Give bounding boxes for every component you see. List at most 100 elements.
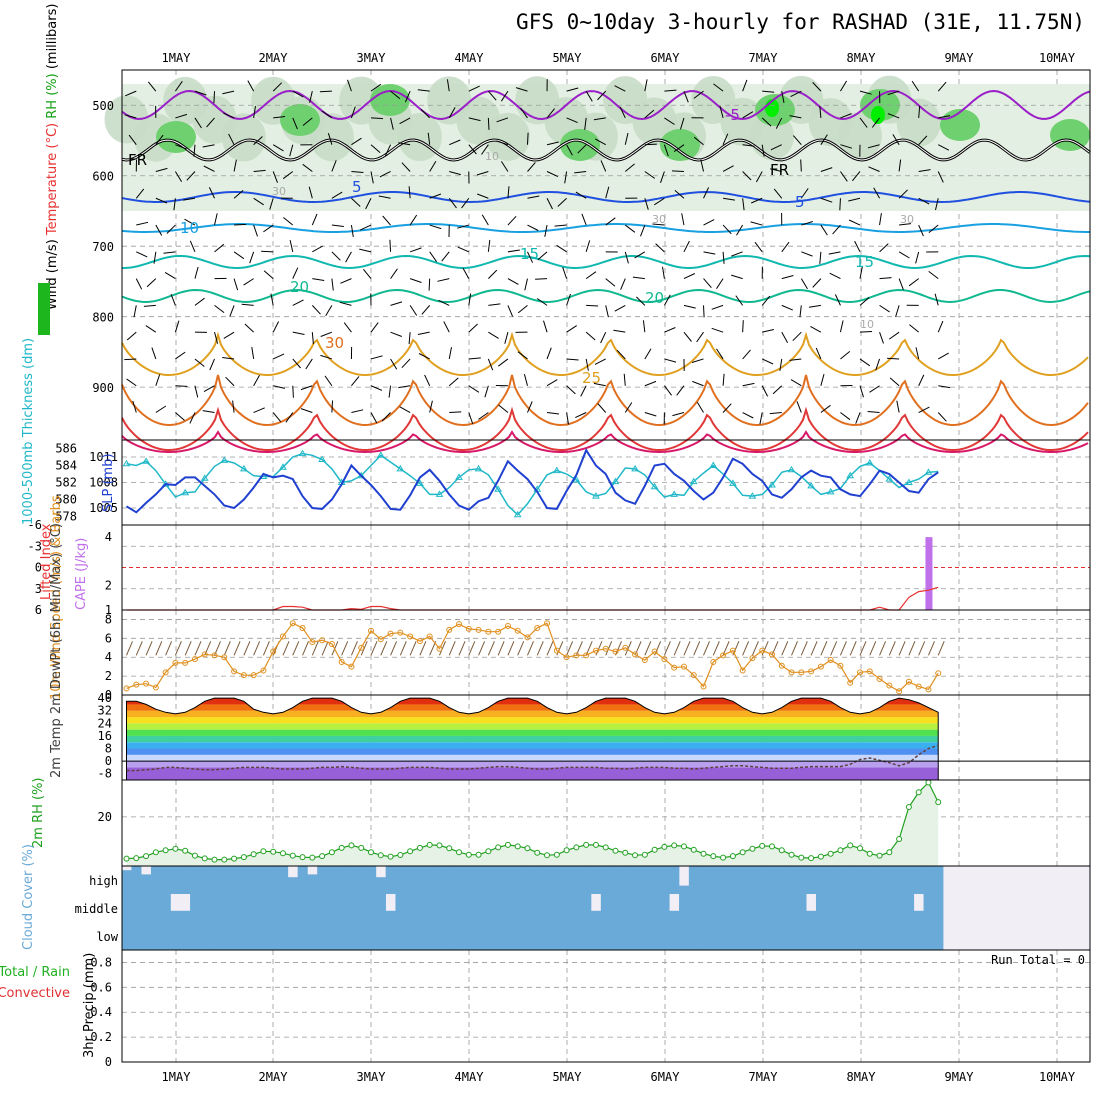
- wind-barb: [135, 188, 145, 199]
- wind-barb: [594, 138, 606, 146]
- wind-barb: [761, 144, 765, 157]
- thickness-tick-label: 584: [55, 459, 77, 473]
- wind-barb: [593, 117, 606, 121]
- rh2m-marker: [563, 847, 570, 854]
- slp-tick-label: 1005: [89, 501, 118, 515]
- cloud-cell: [845, 894, 856, 922]
- wind-barb: [800, 159, 802, 172]
- cloud-cell: [659, 866, 670, 894]
- wind-barb: [731, 274, 743, 280]
- rh2m-marker: [348, 842, 355, 849]
- wind-barbs: [124, 79, 951, 425]
- temp-band: [126, 704, 939, 711]
- cloud-cell: [571, 894, 582, 922]
- rh-high-patch: [940, 109, 980, 141]
- wind-barb: [801, 221, 813, 226]
- wind-barb: [449, 411, 462, 414]
- wind10m-marker: [905, 678, 912, 685]
- cloud-cell: [366, 894, 377, 922]
- wind-barb: [716, 278, 724, 289]
- wind-barb: [808, 304, 821, 308]
- wind-barb: [544, 224, 548, 237]
- wind10m-barb: [439, 641, 446, 656]
- rh2m-marker: [915, 789, 922, 796]
- cloud-cell: [894, 894, 905, 922]
- wind-barb: [390, 331, 402, 337]
- wind10m-barb: [634, 641, 642, 656]
- rh2m-marker: [514, 843, 521, 850]
- cloud-cell: [825, 922, 836, 950]
- wind-barb: [613, 329, 626, 333]
- cloud-cell: [493, 922, 504, 950]
- wind-barb: [875, 358, 881, 371]
- rh2m-marker: [387, 853, 394, 860]
- wind-barb: [586, 304, 599, 307]
- wind-barb: [382, 215, 391, 226]
- wind-barb: [311, 213, 318, 226]
- date-label-top: 2MAY: [259, 51, 289, 65]
- rh2m-marker: [358, 844, 365, 851]
- wind-barb: [370, 355, 383, 360]
- wind-barb: [898, 251, 910, 259]
- wind-barb: [517, 351, 528, 360]
- rh2m-marker: [602, 844, 609, 851]
- wind10m-barb: [360, 641, 368, 656]
- thickness-ylabel: 1000-500mb Thickness (dm): [21, 338, 36, 525]
- contour-20: [121, 288, 1091, 304]
- contour-label: 30: [652, 213, 666, 226]
- cloud-cell: [473, 922, 484, 950]
- wind10m-marker: [788, 669, 795, 676]
- wind-barb: [206, 117, 215, 128]
- cloud-cell: [258, 922, 269, 950]
- wind-barb: [546, 171, 559, 178]
- wind-barb: [488, 331, 499, 339]
- upper-ylabel: Wind (m/s) Temperature (°C) RH (%) (mill…: [45, 4, 60, 310]
- cloud-cell: [268, 922, 279, 950]
- wind10m-marker: [182, 659, 189, 666]
- cloud-cell: [727, 894, 739, 922]
- rh2m-marker: [416, 844, 423, 851]
- wind10m-barb: [742, 641, 750, 656]
- wind-barb: [363, 268, 372, 279]
- wind-barb: [722, 251, 725, 264]
- wind-barb: [125, 90, 137, 97]
- cloud-cell: [346, 922, 357, 950]
- wind10m-barb: [615, 641, 622, 656]
- cloud-cell: [737, 866, 748, 894]
- chart-title: GFS 0~10day 3-hourly for RASHAD (31E, 11…: [516, 10, 1085, 34]
- wind-barb: [624, 132, 629, 145]
- wind-barb: [812, 82, 822, 92]
- cloud-cell: [258, 894, 269, 922]
- cloud-cell: [649, 866, 660, 894]
- wind-barb: [703, 251, 716, 255]
- wind-barb: [722, 373, 725, 386]
- cloud-cell: [806, 910, 817, 922]
- cloud-cell: [131, 866, 142, 894]
- cloud-cell: [591, 922, 602, 950]
- wind10m-marker: [299, 624, 306, 631]
- wind-barb: [554, 224, 567, 227]
- precip-tick-label: 0.6: [90, 980, 112, 994]
- wind-barb: [820, 134, 828, 145]
- wind10m-marker: [514, 627, 521, 634]
- wind10m-barb: [928, 641, 935, 656]
- wind-barb: [378, 195, 391, 199]
- wind10m-barb: [409, 641, 417, 656]
- wind10m-marker: [651, 648, 658, 655]
- wind-barb: [736, 224, 744, 236]
- thickness-marker: [807, 481, 815, 489]
- wind-barb: [520, 107, 528, 119]
- wind10m-marker: [896, 688, 903, 695]
- wind-barb: [879, 213, 882, 226]
- wind-barb: [662, 266, 665, 279]
- wind10m-marker: [231, 668, 238, 675]
- cloud-cell: [894, 866, 905, 894]
- wind10m-marker: [309, 639, 316, 646]
- wind-barb: [636, 296, 646, 306]
- cloud-cell: [190, 922, 201, 950]
- thickness-marker: [240, 464, 248, 472]
- wind-barb: [723, 197, 735, 201]
- rh2m-marker: [808, 855, 815, 862]
- cloud-cell: [708, 894, 719, 922]
- thickness-marker: [142, 457, 150, 464]
